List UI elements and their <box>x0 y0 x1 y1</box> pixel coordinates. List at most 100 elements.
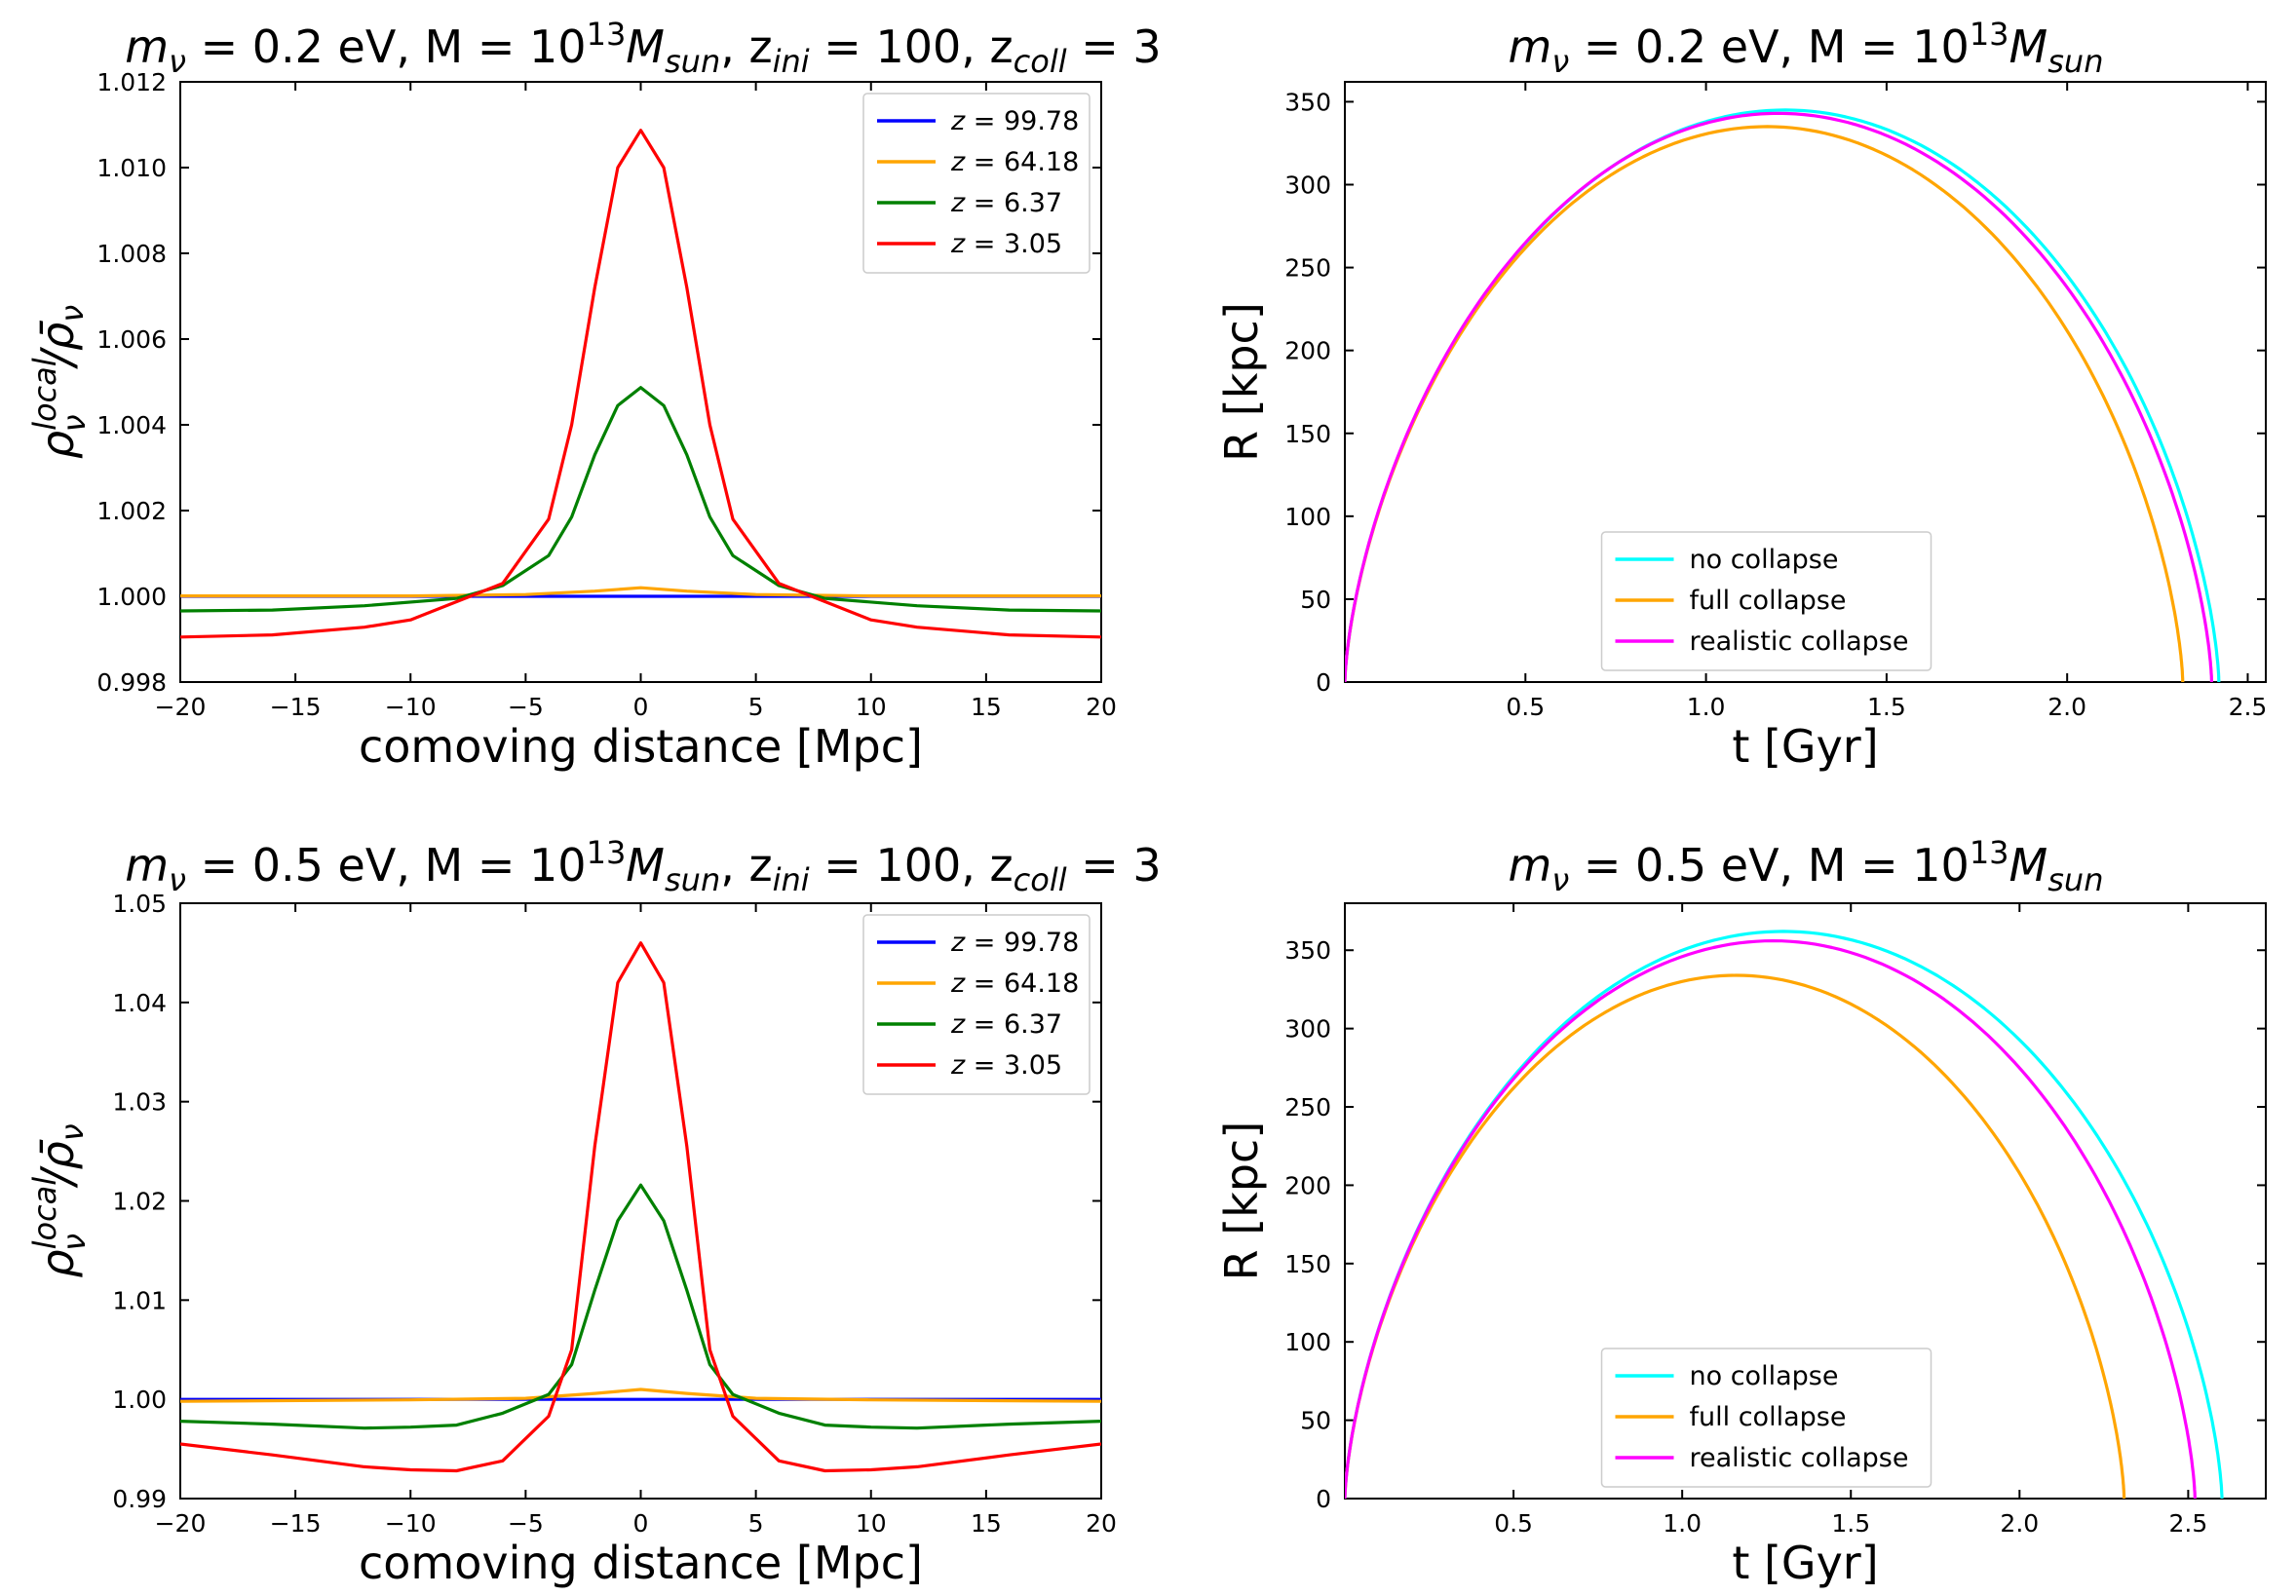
legend-label: z = 3.05 <box>950 229 1062 259</box>
series-line <box>180 129 1101 639</box>
x-tick-label: 1.5 <box>1867 693 1906 721</box>
series-line <box>1345 939 2197 1499</box>
y-tick-label: 1.012 <box>96 68 167 96</box>
chart-title-2: mν = 0.5 eV, M = 1013Msun, zini = 100, z… <box>125 834 1161 898</box>
y-tick-label: 100 <box>1284 503 1331 531</box>
x-tick-label: −5 <box>508 693 544 721</box>
x-tick-label: 10 <box>856 693 887 721</box>
y-tick-label: 1.004 <box>96 411 167 439</box>
axes-frame <box>1344 902 2267 1500</box>
legend-label: z = 6.37 <box>950 1009 1062 1040</box>
y-tick-label: 50 <box>1300 586 1331 614</box>
x-tick-label: −10 <box>385 1509 437 1538</box>
x-tick-label: 1.5 <box>1831 1509 1870 1538</box>
x-axis-label: comoving distance [Mpc] <box>359 720 923 773</box>
legend-box <box>862 914 1091 1095</box>
y-tick-label: 350 <box>1284 936 1331 965</box>
y-tick-label: 300 <box>1284 171 1331 200</box>
y-tick-label: 250 <box>1284 254 1331 283</box>
x-tick-label: 0 <box>633 1509 649 1538</box>
y-tick-label: 1.04 <box>112 989 167 1017</box>
legend-label: no collapse <box>1690 545 1839 575</box>
legend-label: z = 6.37 <box>950 188 1062 218</box>
series-line <box>180 1183 1101 1430</box>
legend-label: z = 99.78 <box>950 928 1079 958</box>
x-tick-label: −5 <box>508 1509 544 1538</box>
x-tick-label: 2.5 <box>2169 1509 2208 1538</box>
y-tick-label: 0.998 <box>96 668 167 697</box>
y-axis-label: ρlocalν/ρ̄ν <box>26 1123 93 1277</box>
y-tick-label: 100 <box>1284 1328 1331 1356</box>
y-tick-label: 50 <box>1300 1407 1331 1435</box>
y-tick-label: 250 <box>1284 1093 1331 1121</box>
legend-box <box>1600 1348 1932 1488</box>
series-group-1 <box>1345 108 2221 682</box>
legend-label: full collapse <box>1690 1402 1847 1432</box>
series-line <box>1345 111 2213 682</box>
y-axis-label: R [kpc] <box>1215 302 1268 462</box>
x-tick-label: 2.0 <box>2047 693 2086 721</box>
y-axis-label: ρlocalν/ρ̄ν <box>26 305 93 459</box>
x-tick-label: 0.5 <box>1494 1509 1533 1538</box>
x-tick-label: −10 <box>385 693 437 721</box>
legend-1: no collapse full collapse realistic collap… <box>1600 531 1932 671</box>
series-line <box>180 586 1101 598</box>
series-group-0 <box>180 129 1101 639</box>
axes-1: 0.5 1.0 1.5 2.0 2.5 0 50 100 150 200 250 300 350 t [G… <box>1215 81 2268 773</box>
legend-box <box>1600 531 1932 671</box>
x-tick-label: 1.0 <box>1687 693 1726 721</box>
axes-0: −20 −15 −10 −5 0 5 10 15 20 0.998 1.000 1.002 1.004 1… <box>26 68 1117 773</box>
legend-label: full collapse <box>1690 586 1847 616</box>
x-axis-label: comoving distance [Mpc] <box>359 1537 923 1589</box>
y-tick-label: 150 <box>1284 420 1331 448</box>
y-tick-label: 350 <box>1284 88 1331 116</box>
y-tick-label: 200 <box>1284 337 1331 365</box>
legend-label: no collapse <box>1690 1361 1839 1391</box>
x-tick-label: 15 <box>971 693 1002 721</box>
legend-3: no collapse full collapse realistic collap… <box>1600 1348 1932 1488</box>
x-tick-label: −15 <box>270 693 322 721</box>
chart-title-1: mν = 0.2 eV, M = 1013Msun <box>1509 16 2104 80</box>
x-tick-label: 0.5 <box>1506 693 1545 721</box>
series-line <box>180 386 1101 613</box>
x-axis-label: t [Gyr] <box>1732 1537 1878 1589</box>
legend-label: z = 99.78 <box>950 106 1079 136</box>
x-tick-label: 5 <box>748 693 764 721</box>
x-tick-label: 10 <box>856 1509 887 1538</box>
x-tick-label: 0 <box>633 693 649 721</box>
x-tick-label: 5 <box>748 1509 764 1538</box>
y-tick-label: 1.010 <box>96 154 167 182</box>
x-axis-label: t [Gyr] <box>1732 720 1878 773</box>
series-line <box>180 941 1101 1473</box>
x-tick-label: 1.0 <box>1663 1509 1702 1538</box>
series-line <box>180 1387 1101 1403</box>
x-tick-label: 20 <box>1086 1509 1117 1538</box>
chart-title-0: mν = 0.2 eV, M = 1013Msun, zini = 100, z… <box>125 16 1161 80</box>
y-tick-label: 1.008 <box>96 240 167 268</box>
legend-label: z = 3.05 <box>950 1050 1062 1081</box>
legend-label: realistic collapse <box>1690 627 1909 657</box>
axes-3: 0.5 1.0 1.5 2.0 2.5 0 50 100 150 200 250 300 350 t [G… <box>1215 902 2267 1589</box>
y-tick-label: 300 <box>1284 1015 1331 1044</box>
legend-2: z = 99.78 z = 64.18 z = 6.37 z = 3.05 <box>862 914 1091 1095</box>
y-tick-label: 150 <box>1284 1250 1331 1278</box>
x-tick-label: 2.5 <box>2229 693 2268 721</box>
series-group-3 <box>1345 930 2224 1499</box>
x-tick-label: 20 <box>1086 693 1117 721</box>
y-tick-label: 1.03 <box>112 1088 167 1117</box>
y-tick-label: 0 <box>1316 668 1331 697</box>
x-tick-label: −20 <box>155 1509 207 1538</box>
y-tick-label: 0 <box>1316 1485 1331 1513</box>
legend-label: realistic collapse <box>1690 1443 1909 1473</box>
x-tick-label: 2.0 <box>2000 1509 2039 1538</box>
y-tick-label: 1.00 <box>112 1386 167 1414</box>
y-tick-label: 200 <box>1284 1171 1331 1199</box>
legend-label: z = 64.18 <box>950 147 1079 177</box>
y-tick-label: 0.99 <box>112 1485 167 1513</box>
y-tick-label: 1.002 <box>96 497 167 525</box>
y-tick-label: 1.000 <box>96 583 167 611</box>
y-tick-label: 1.05 <box>112 890 167 918</box>
axes-frame <box>1344 81 2267 683</box>
y-tick-label: 1.02 <box>112 1188 167 1216</box>
x-tick-label: −20 <box>155 693 207 721</box>
